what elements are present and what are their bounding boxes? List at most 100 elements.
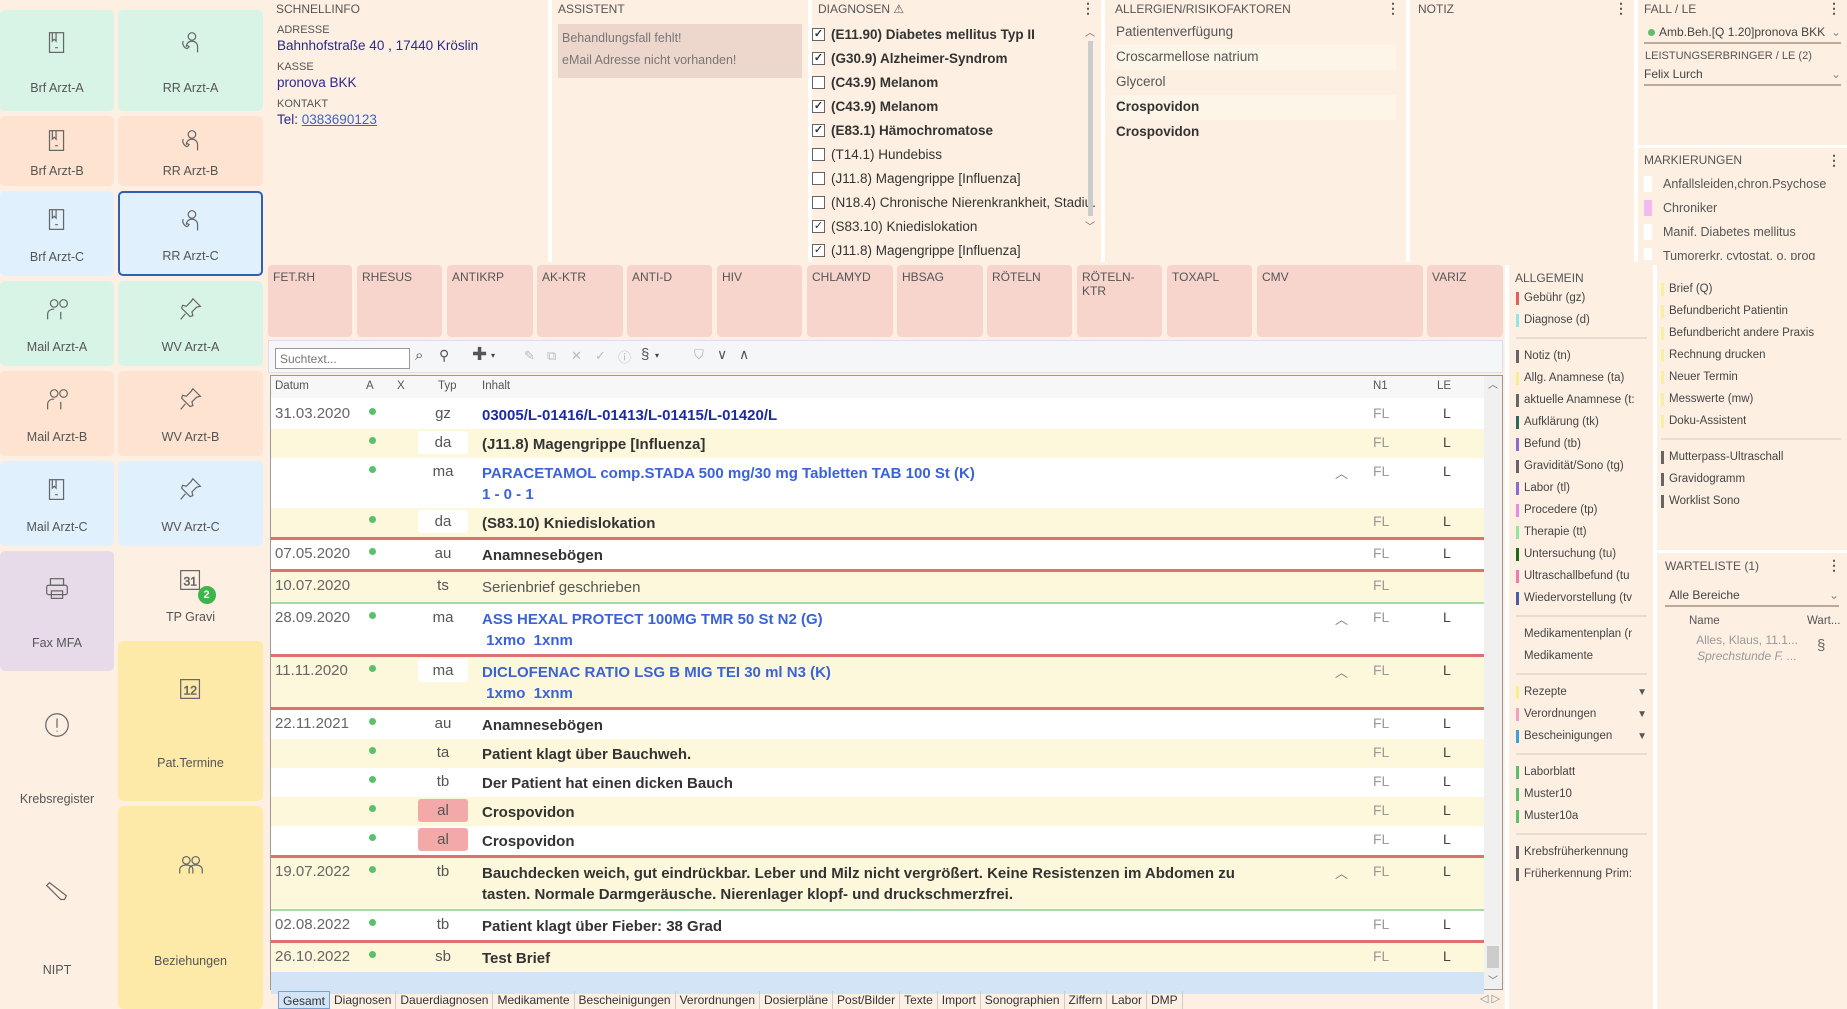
col-x[interactable]: X [397, 380, 405, 392]
search-input[interactable] [275, 348, 410, 369]
collapse-all-icon[interactable]: ∧ [739, 346, 750, 362]
table-row-selected[interactable] [271, 972, 1484, 994]
le-select[interactable]: Felix Lurch ⌄ [1644, 64, 1841, 86]
lab-tile[interactable]: TOXAPL [1167, 265, 1252, 337]
col-le[interactable]: LE [1437, 380, 1452, 392]
dropdown-arrow-icon[interactable]: ▾ [655, 351, 660, 360]
tile-rr-arzt-b[interactable]: RR Arzt-B [118, 116, 263, 186]
scroll-up-icon[interactable]: ︿ [1085, 28, 1095, 39]
tile-brf-arzt-c[interactable]: Brf Arzt-C [0, 191, 114, 276]
diagnose-item[interactable]: (C43.9) Melanom [812, 70, 1101, 94]
tile-brf-arzt-b[interactable]: Brf Arzt-B [0, 116, 114, 186]
menu-item[interactable]: Rechnung drucken [1661, 344, 1841, 366]
table-row[interactable]: 22.11.2021 au Anamnesebögen FL L [271, 710, 1484, 739]
markierung-item[interactable]: Manif. Diabetes mellitus [1644, 220, 1847, 244]
scroll-up-icon[interactable]: ︿ [1488, 380, 1498, 391]
lab-tile[interactable]: ANTIKRP [447, 265, 533, 337]
menu-item[interactable]: Verordnungen ▼ [1516, 703, 1647, 725]
more-options-icon[interactable]: ⋮ [1827, 152, 1841, 168]
menu-item[interactable]: Diagnose (d) [1516, 309, 1647, 331]
allergie-item[interactable]: Croscarmellose natrium [1111, 45, 1396, 70]
info-icon[interactable]: ⓘ [618, 350, 632, 365]
chevron-down-icon[interactable]: ▼ [1637, 730, 1647, 742]
fall-select[interactable]: Amb.Beh.[Q 1.20]pronova BKK ⌄ [1644, 22, 1841, 44]
table-row[interactable]: 10.07.2020 ts Serienbrief geschrieben FL [271, 572, 1484, 604]
checkbox-checked[interactable]: ✓ [812, 243, 825, 257]
tile-wv-arzt-a[interactable]: WV Arzt-A [118, 281, 263, 366]
menu-item[interactable]: Allg. Anamnese (ta) [1516, 367, 1647, 389]
copy-icon[interactable]: ⧉ [547, 348, 557, 363]
markierung-item[interactable]: Tumorerkr. cytostat. o. prog [1644, 244, 1847, 260]
checkbox-checked[interactable]: ✓ [812, 27, 825, 41]
checkbox-checked[interactable]: ✓ [812, 123, 825, 137]
table-row[interactable]: al Crospovidon FL L [271, 826, 1484, 858]
tile-rr-arzt-a[interactable]: RR Arzt-A [118, 10, 263, 111]
menu-item[interactable]: Therapie (tt) [1516, 521, 1647, 543]
menu-item[interactable]: Krebsfrüherkennung [1516, 841, 1647, 863]
table-row[interactable]: 26.10.2022 sb Test Brief FL L [271, 943, 1484, 972]
tile-mail-arzt-c[interactable]: Mail Arzt-C [0, 461, 114, 546]
check-icon[interactable]: ✓ [595, 348, 606, 363]
checkbox-unchecked[interactable] [812, 195, 825, 209]
menu-item[interactable]: Medikamente [1516, 645, 1647, 667]
tile-beziehungen[interactable]: Beziehungen [118, 806, 263, 1009]
warteliste-entry[interactable]: Alles, Klaus, 11.1... Sprechstunde F. ..… [1687, 633, 1807, 663]
menu-item[interactable]: Ultraschallbefund (tu [1516, 565, 1647, 587]
allergie-item[interactable]: Crospovidon [1111, 95, 1396, 120]
menu-item[interactable]: Untersuchung (tu) [1516, 543, 1647, 565]
menu-item[interactable]: Gebühr (gz) [1516, 287, 1647, 309]
tile-mail-arzt-a[interactable]: Mail Arzt-A [0, 281, 114, 366]
filter-icon[interactable]: ⛉ [694, 347, 704, 362]
tile-tp-gravi[interactable]: 31 2 TP Gravi [118, 551, 263, 636]
table-row[interactable]: 02.08.2022 tb Patient klagt über Fieber: 3… [271, 911, 1484, 943]
assistent-message[interactable]: Behandlungsfall fehlt! [562, 31, 682, 45]
scroll-thumb[interactable] [1487, 946, 1499, 968]
col-inhalt[interactable]: Inhalt [482, 380, 511, 392]
warteliste-col-name[interactable]: Name [1689, 615, 1720, 627]
tab-texte[interactable]: Texte [900, 991, 938, 1009]
lab-tile[interactable]: FET.RH [268, 265, 352, 337]
menu-item[interactable]: Laborblatt [1516, 761, 1647, 783]
collapse-caret-icon[interactable]: ︿ [1335, 612, 1349, 627]
tab-scroll-icon[interactable]: ◁ ▷ [1480, 993, 1500, 1005]
col-a[interactable]: A [366, 380, 374, 392]
menu-item[interactable]: Befundbericht Patientin [1661, 300, 1841, 322]
table-row[interactable]: da (S83.10) Kniedislokation FL L [271, 508, 1484, 540]
lab-tile[interactable]: HBSAG [897, 265, 983, 337]
tab-diagnosen[interactable]: Diagnosen [330, 991, 397, 1009]
tab-verordnungen[interactable]: Verordnungen [676, 991, 760, 1009]
lab-tile[interactable]: CMV [1257, 265, 1423, 337]
menu-item[interactable]: Aufklärung (tk) [1516, 411, 1647, 433]
tab-bescheinigungen[interactable]: Bescheinigungen [575, 991, 676, 1009]
scroll-down-icon[interactable]: ﹀ [1085, 222, 1095, 233]
scroll-down-icon[interactable]: ﹀ [1488, 976, 1498, 987]
table-row[interactable]: 11.11.2020 ma DICLOFENAC RATIO LSG B MIG T… [271, 657, 1484, 710]
more-options-icon[interactable]: ⋮ [1827, 557, 1841, 573]
menu-item[interactable]: aktuelle Anamnese (t: [1516, 389, 1647, 411]
checkbox-checked[interactable]: ✓ [812, 219, 825, 233]
diagnose-item[interactable]: ✓ (G30.9) Alzheimer-Syndrom [812, 46, 1101, 70]
tile-wv-arzt-c[interactable]: WV Arzt-C [118, 461, 263, 546]
lab-tile[interactable]: VARIZ [1427, 265, 1503, 337]
menu-item[interactable]: Muster10a [1516, 805, 1647, 827]
tile-rr-arzt-c[interactable]: RR Arzt-C [118, 191, 263, 276]
diagnose-item[interactable]: ✓ (J11.8) Magengrippe [Influenza] [812, 238, 1101, 262]
tile-nipt[interactable]: NIPT [0, 842, 114, 1009]
tel-link[interactable]: 0383690123 [301, 112, 377, 127]
checkbox-unchecked[interactable] [812, 75, 825, 89]
diagnose-item[interactable]: ✓ (E11.90) Diabetes mellitus Typ II [812, 22, 1101, 46]
tab-dosierpl-ne[interactable]: Dosierpläne [760, 991, 834, 1009]
lab-tile[interactable]: CHLAMYD [807, 265, 893, 337]
allergie-item[interactable]: Crospovidon [1116, 124, 1200, 139]
tab-gesamt[interactable]: Gesamt [278, 991, 331, 1009]
tab-medikamente[interactable]: Medikamente [493, 991, 575, 1009]
table-row[interactable]: da (J11.8) Magengrippe [Influenza] FL L [271, 429, 1484, 458]
checkbox-unchecked[interactable] [812, 171, 825, 185]
more-options-icon[interactable]: ⋮ [1614, 0, 1628, 16]
tab-dmp[interactable]: DMP [1147, 991, 1183, 1009]
tile-krebsregister[interactable]: Krebsregister [0, 677, 114, 836]
lab-tile[interactable]: ANTI-D [627, 265, 712, 337]
delete-icon[interactable]: ✕ [571, 348, 582, 363]
menu-item[interactable]: Messwerte (mw) [1661, 388, 1841, 410]
dropdown-arrow-icon[interactable]: ▾ [491, 351, 496, 360]
